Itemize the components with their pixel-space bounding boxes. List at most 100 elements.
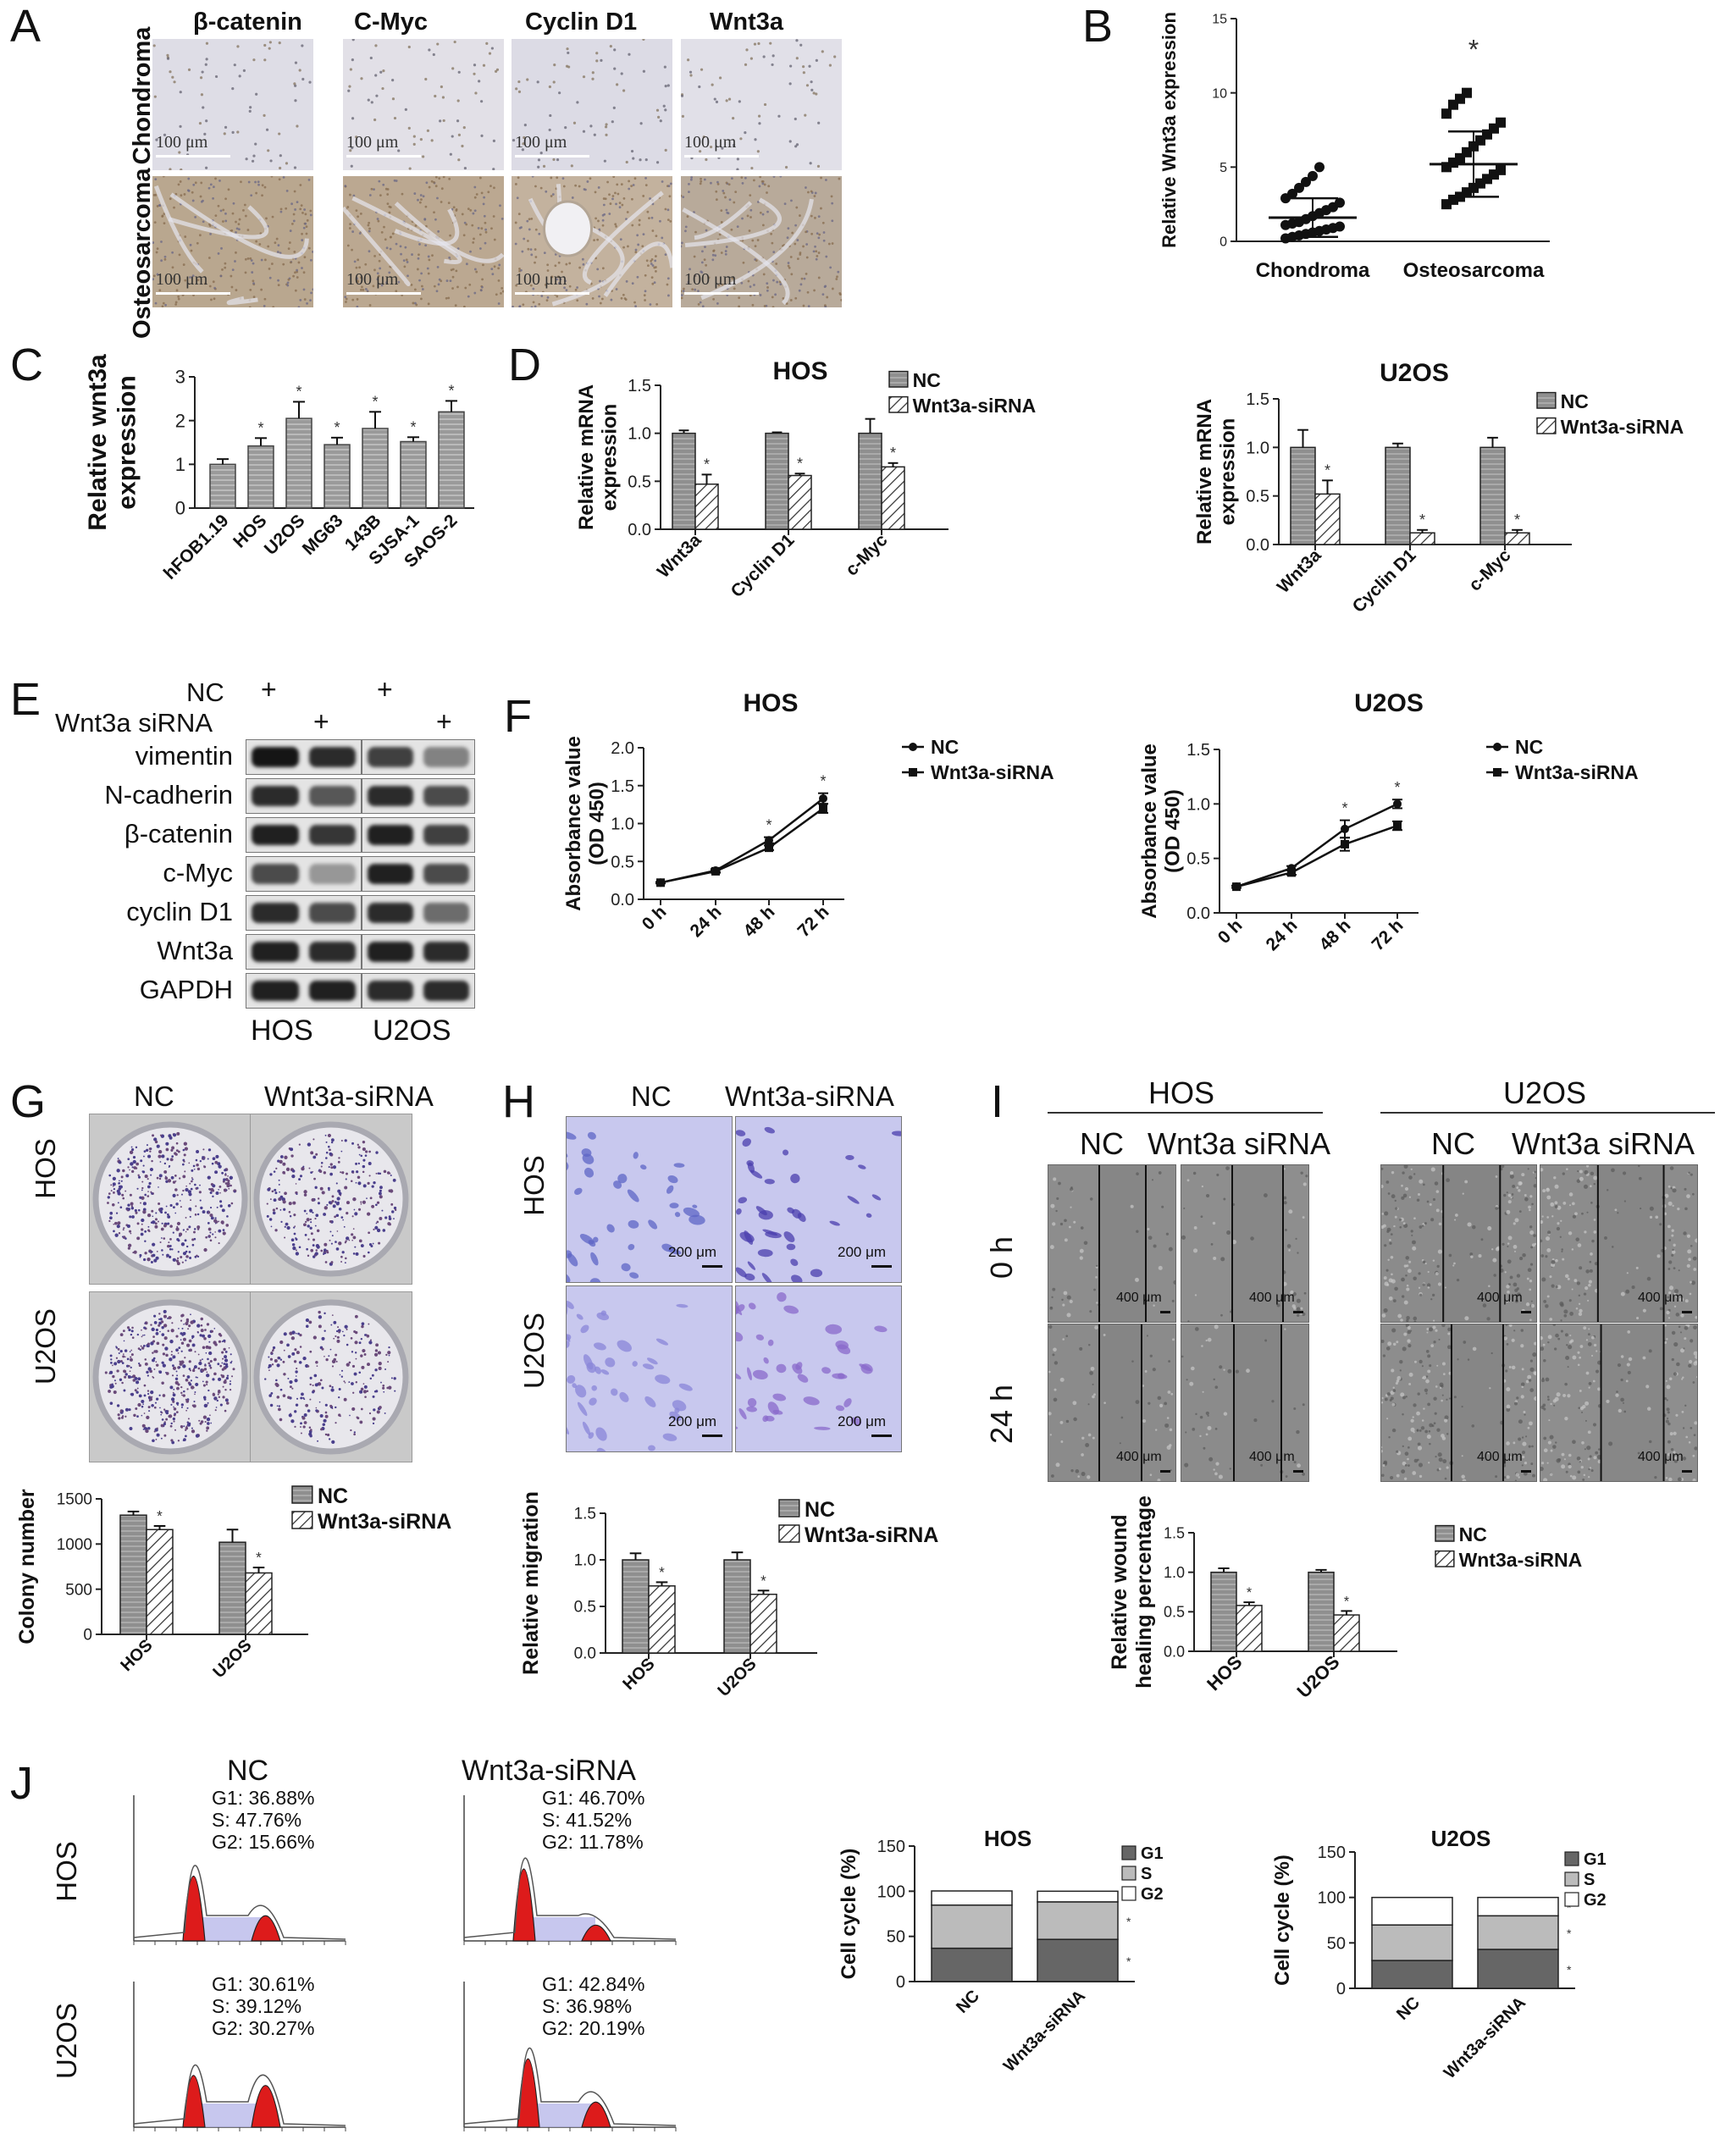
colony	[112, 1203, 115, 1207]
cell	[1253, 1418, 1258, 1423]
wound-texture	[1381, 1165, 1536, 1322]
cell	[847, 1195, 860, 1204]
cell	[1673, 1267, 1676, 1270]
cell	[1577, 1170, 1579, 1173]
colony	[186, 1423, 191, 1427]
cell-dot	[356, 298, 359, 301]
colony	[363, 1385, 368, 1389]
cell	[1391, 1273, 1393, 1276]
cell	[1219, 1365, 1223, 1369]
cell-dot	[689, 178, 693, 181]
cell-dot	[428, 258, 431, 262]
cell	[1524, 1197, 1529, 1202]
colony	[295, 1249, 297, 1252]
colony	[159, 1161, 162, 1163]
cell	[1205, 1433, 1208, 1436]
colony	[170, 1403, 173, 1406]
cell	[655, 1338, 669, 1346]
cell-dot	[235, 231, 237, 234]
colony	[335, 1335, 337, 1338]
colony	[185, 1185, 187, 1187]
colony	[379, 1216, 383, 1220]
cell	[1384, 1211, 1389, 1216]
cell-dot	[412, 135, 416, 138]
cell	[1563, 1309, 1568, 1314]
dish	[92, 1299, 248, 1455]
cell	[1426, 1200, 1430, 1203]
blot-strip	[246, 778, 362, 814]
cell	[589, 1397, 597, 1406]
colony	[154, 1222, 158, 1225]
cell	[1589, 1269, 1593, 1273]
cell	[1688, 1258, 1691, 1262]
cell	[1568, 1299, 1572, 1302]
cell-dot	[380, 230, 384, 234]
cell-dot	[218, 180, 221, 182]
cell	[1667, 1291, 1672, 1295]
cell-dot	[694, 288, 697, 291]
series-line-wnt3a-sirna	[1236, 824, 1398, 888]
colony	[273, 1198, 277, 1202]
cell-dot	[795, 57, 799, 60]
colony	[329, 1230, 332, 1233]
colony	[145, 1427, 148, 1430]
scale-bar-label: 400 μm	[1477, 1291, 1523, 1305]
cell	[1529, 1421, 1533, 1426]
cell-dot	[810, 80, 813, 84]
colony	[312, 1155, 317, 1159]
cell-dot	[292, 213, 296, 216]
stroma-streak	[694, 201, 753, 240]
cell	[814, 1426, 831, 1430]
cell	[1165, 1232, 1170, 1236]
colony	[357, 1175, 361, 1180]
scale-bar-label: 400 μm	[1249, 1450, 1295, 1464]
cell	[1053, 1397, 1058, 1402]
colony	[318, 1401, 321, 1403]
colony	[324, 1134, 327, 1136]
data-point	[1496, 117, 1506, 128]
cell-dot	[413, 192, 417, 195]
colony	[135, 1380, 140, 1385]
cell-dot	[636, 275, 639, 279]
divider	[1048, 1112, 1323, 1114]
cell	[1201, 1345, 1203, 1347]
cell-dot	[255, 191, 258, 195]
colony	[143, 1326, 147, 1330]
cell-dot	[179, 180, 182, 183]
cell	[1168, 1360, 1171, 1363]
colony	[202, 1396, 207, 1400]
cell-dot	[522, 303, 525, 307]
cell	[1077, 1475, 1080, 1478]
cell-dot	[697, 290, 700, 293]
cell-dot	[467, 207, 470, 211]
cell	[1584, 1169, 1589, 1175]
cell	[1573, 1279, 1578, 1283]
y-tick-label: 0.5	[611, 853, 634, 871]
colony	[227, 1175, 229, 1177]
cell	[1401, 1469, 1406, 1474]
cell	[1436, 1468, 1440, 1472]
colony	[215, 1154, 219, 1158]
scale-bar	[346, 155, 421, 158]
colony	[130, 1330, 134, 1333]
cell	[1392, 1389, 1396, 1392]
cell-dot	[681, 241, 683, 245]
colony	[214, 1231, 216, 1233]
cell	[1408, 1196, 1412, 1198]
colony	[346, 1212, 349, 1215]
blot-label--catenin: β-catenin	[124, 819, 233, 849]
colony	[177, 1150, 180, 1153]
cell-dot	[455, 269, 458, 273]
cell	[1454, 1219, 1457, 1221]
colony	[219, 1403, 223, 1407]
cell	[1514, 1218, 1519, 1223]
cell-dot	[445, 296, 448, 300]
colony	[129, 1193, 132, 1197]
cell-dot	[386, 202, 390, 206]
cell	[1094, 1325, 1098, 1330]
cell-dot	[217, 252, 220, 255]
cell-dot	[613, 67, 617, 70]
cell-dot	[465, 263, 468, 266]
bar-wnt3a-sirna	[881, 466, 905, 530]
colony	[223, 1347, 226, 1352]
